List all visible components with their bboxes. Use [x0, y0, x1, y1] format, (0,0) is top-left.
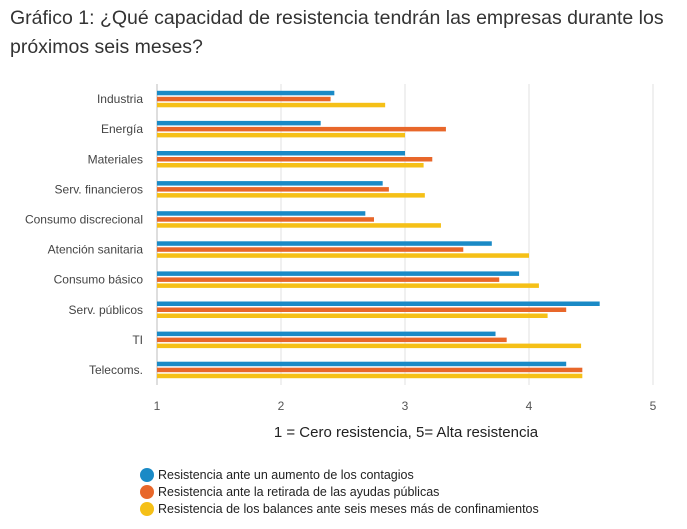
- bar: [157, 90, 335, 96]
- legend-item: Resistencia de los balances ante seis me…: [140, 500, 539, 517]
- x-tick-label: 4: [526, 399, 533, 413]
- bars: [157, 90, 600, 379]
- category-label: TI: [132, 333, 143, 347]
- bar: [157, 157, 433, 162]
- x-tick-labels: 1 2 3 4 5: [154, 399, 657, 413]
- category-labels: Industria Energía Materiales Serv. financie…: [25, 92, 143, 377]
- bar: [157, 361, 567, 367]
- x-tick-label: 5: [650, 399, 657, 413]
- bar: [157, 271, 520, 276]
- bar: [157, 373, 583, 379]
- x-tick-label: 3: [402, 399, 409, 413]
- category-label: Consumo discrecional: [25, 212, 143, 226]
- bar: [157, 181, 383, 186]
- category-label: Atención sanitaria: [48, 243, 144, 257]
- x-axis-label: 1 = Cero resistencia, 5= Alta resistenci…: [274, 424, 539, 441]
- bar: [157, 313, 548, 318]
- bar: [157, 151, 405, 156]
- legend-label: Resistencia ante un aumento de los conta…: [158, 467, 414, 482]
- category-label: Serv. financieros: [55, 182, 143, 196]
- bar: [157, 217, 374, 222]
- legend-label: Resistencia de los balances ante seis me…: [158, 501, 539, 516]
- legend-item: Resistencia ante la retirada de las ayud…: [140, 483, 539, 500]
- legend-marker: [140, 501, 154, 516]
- bar: [157, 163, 424, 168]
- bar: [157, 247, 464, 252]
- legend-label: Resistencia ante la retirada de las ayud…: [158, 484, 440, 499]
- bar: [157, 283, 539, 288]
- legend-marker: [140, 467, 154, 482]
- x-tick-label: 1: [154, 399, 161, 413]
- bar: [157, 241, 492, 246]
- bar: [157, 126, 446, 132]
- legend-marker: [140, 484, 154, 499]
- legend: Resistencia ante un aumento de los conta…: [140, 466, 539, 517]
- bar: [157, 132, 405, 138]
- bar: [157, 331, 496, 337]
- bar: [157, 253, 529, 258]
- bar: [157, 102, 386, 108]
- bar: [157, 223, 441, 228]
- bar: [157, 277, 500, 282]
- bar: [157, 187, 389, 192]
- bar: [157, 193, 425, 198]
- category-label: Consumo básico: [54, 273, 144, 287]
- x-tick-label: 2: [278, 399, 285, 413]
- category-label: Materiales: [88, 152, 143, 166]
- chart-title: Gráfico 1: ¿Qué capacidad de resistencia…: [10, 7, 664, 58]
- bar: [157, 337, 507, 343]
- bar: [157, 120, 321, 126]
- bar: [157, 301, 600, 306]
- bar: [157, 367, 583, 373]
- category-label: Serv. públicos: [69, 303, 143, 317]
- category-label: Telecoms.: [89, 363, 143, 377]
- bar: [157, 211, 366, 216]
- bar: [157, 343, 582, 349]
- category-label: Industria: [97, 92, 143, 106]
- bar: [157, 96, 331, 102]
- category-label: Energía: [101, 122, 143, 136]
- legend-item: Resistencia ante un aumento de los conta…: [140, 466, 539, 483]
- bar: [157, 307, 567, 312]
